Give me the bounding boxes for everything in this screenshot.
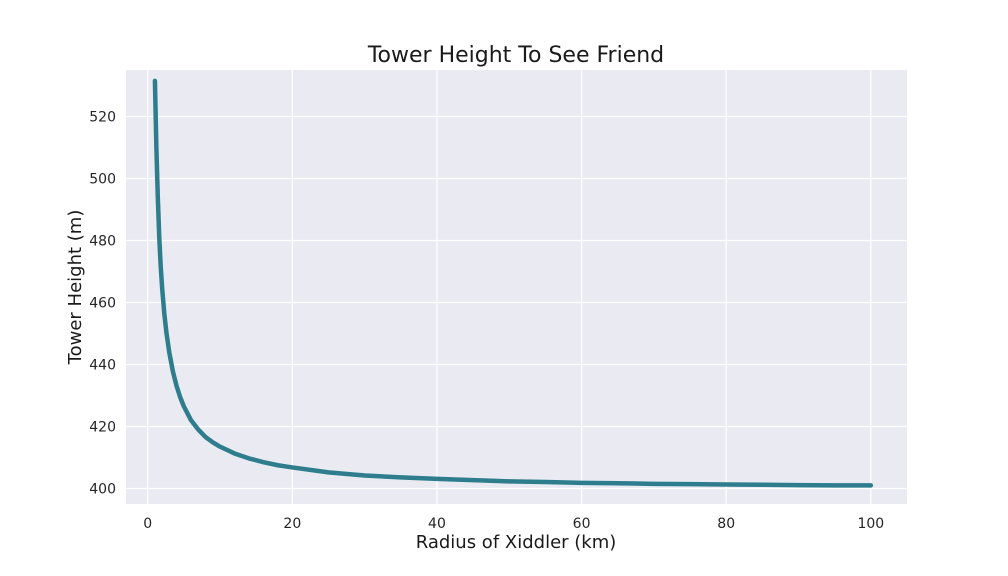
x-tick-label: 100 [857, 516, 884, 532]
y-tick-label: 500 [89, 172, 116, 188]
x-tick-label: 0 [143, 516, 152, 532]
x-tick-label: 40 [428, 516, 446, 532]
series-layer [152, 78, 874, 488]
y-tick-label: 460 [89, 296, 116, 312]
y-tick-label: 520 [89, 110, 116, 126]
y-tick-label: 440 [89, 358, 116, 374]
plot-area [126, 70, 907, 504]
x-tick-label: 80 [717, 516, 735, 532]
y-tick-label: 480 [89, 234, 116, 250]
series-line [152, 78, 874, 488]
y-tick-label: 420 [89, 420, 116, 436]
y-axis-label: Tower Height (m) [65, 210, 86, 366]
y-axis-ticks: 400 420 440 460 480 500 520 [89, 110, 116, 498]
gridlines [126, 70, 907, 504]
x-axis-ticks: 0 20 40 60 80 100 [143, 516, 884, 532]
x-tick-label: 20 [283, 516, 301, 532]
x-tick-label: 60 [573, 516, 591, 532]
y-tick-label: 400 [89, 482, 116, 498]
x-axis-label: Radius of Xiddler (km) [416, 532, 617, 553]
chart-title: Tower Height To See Friend [367, 43, 664, 68]
